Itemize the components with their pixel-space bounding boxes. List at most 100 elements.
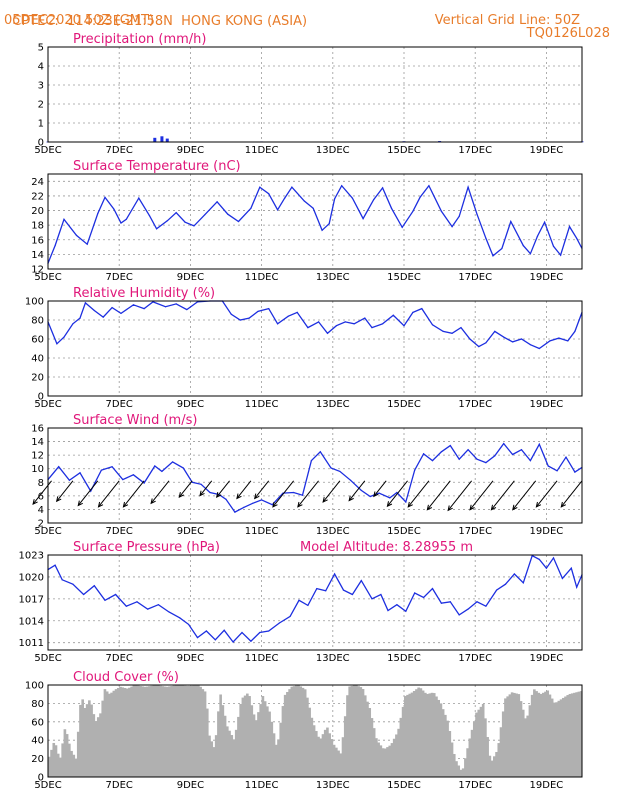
panel-5-series-point	[495, 589, 498, 591]
panel-6-cloud-bar	[246, 693, 249, 777]
panel-6-ytick: 20	[31, 754, 44, 765]
panel-6-cloud-bar	[372, 728, 376, 777]
panel-6-cloud-bar	[203, 691, 207, 777]
panel-6-cloud-bar	[501, 711, 505, 777]
panel-6-cloud-bar	[361, 689, 365, 777]
panel-5-xtick: 15DEC	[387, 653, 421, 664]
panel-5-series-point	[72, 583, 74, 585]
panel-6-cloud-bar	[579, 691, 583, 777]
panel-2-series-point	[227, 213, 229, 215]
panel-4-series-point	[389, 497, 391, 499]
panel-5-series-point	[307, 604, 309, 607]
panel-6-cloud-bar	[553, 702, 556, 777]
panel-2-series-point	[250, 207, 252, 209]
panel-6-cloud-bar	[339, 753, 343, 777]
panel-6-cloud-bar	[310, 717, 314, 777]
panel-3-ytick: 100	[25, 297, 44, 308]
panel-5-series-line	[47, 554, 583, 644]
panel-4-wind-arrowhead	[236, 493, 242, 500]
panel-5-series-point	[561, 577, 564, 579]
panel-4-series-point	[122, 478, 124, 481]
panel-6-cloud-bar	[319, 738, 323, 777]
panel-5-series-point	[241, 631, 243, 634]
panel-6-cloud-bar	[96, 717, 100, 777]
panel-6-cloud-bar	[355, 685, 358, 777]
panel-1-xtick: 9DEC	[177, 145, 204, 156]
panel-2-xtick: 11DEC	[245, 272, 279, 283]
panel-2-xtick: 9DEC	[177, 272, 204, 283]
panel-2-series-point	[467, 186, 469, 188]
panel-6-cloud-bar	[401, 706, 405, 777]
panel-6-cloud-bar	[181, 685, 185, 777]
panel-5-series-point	[250, 640, 252, 642]
panel-3-series-point	[230, 313, 232, 315]
panel-6-cloud-bar	[56, 753, 60, 777]
panel-6-cloud-bar	[341, 737, 345, 777]
panel-6-cloud-bar	[123, 687, 127, 777]
panel-6-cloud-bar	[472, 721, 476, 777]
panel-1-precip-bar	[153, 137, 157, 142]
panel-6-cloud-bar	[92, 714, 96, 777]
panel-5-series-point	[570, 567, 572, 569]
panel-4-series-point	[494, 455, 496, 457]
panel-6-cloud-bar	[486, 737, 489, 777]
panel-6-cloud-bar	[437, 699, 440, 777]
panel-6-cloud-bar	[573, 692, 576, 777]
panel-4-ytick: 8	[38, 478, 44, 489]
panel-6-cloud-bar	[506, 696, 509, 777]
panel-2-series-point	[412, 210, 414, 212]
panel-6-cloud-bar	[132, 685, 136, 777]
panel-6-cloud-bar	[301, 687, 305, 777]
panel-5-series-point	[83, 593, 85, 596]
panel-4-ytick: 10	[31, 464, 44, 475]
panel-5-series-point	[298, 599, 300, 601]
header-source: CPTEC:	[12, 14, 59, 29]
panel-6-cloud-bar	[375, 738, 378, 777]
panel-4-wind-arrowhead	[407, 501, 413, 508]
panel-6-cloud-bar	[570, 693, 574, 777]
panel-6-cloud-bar	[568, 693, 572, 777]
panel-4-series-point	[100, 469, 102, 471]
panel-6-cloud-bar	[128, 687, 131, 777]
panel-2-series-point	[390, 207, 393, 209]
panel-6-cloud-bar	[185, 685, 189, 777]
panel-2-series-point	[63, 218, 65, 220]
panel-2-series-point	[522, 245, 524, 247]
panel-4-series-point	[182, 467, 184, 469]
panel-2-ytick: 20	[31, 206, 44, 217]
panel-6-cloud-bar	[541, 692, 545, 777]
panel-6-ytick: 100	[25, 681, 44, 692]
panel-2-series-point	[428, 185, 430, 187]
panel-4-series-point	[565, 456, 567, 458]
panel-3-series-point	[460, 327, 462, 329]
panel-5-ytick: 1017	[19, 594, 44, 605]
panel-5-series-point	[136, 601, 138, 603]
panel-5-xtick: 9DEC	[177, 653, 204, 664]
panel-6-cloud-bar	[79, 704, 82, 777]
panel-3-series-point	[364, 317, 366, 319]
panel-3-series-point	[478, 346, 480, 348]
panel-6-cloud-bar	[157, 685, 160, 777]
panel-6-cloud-bar	[223, 715, 227, 777]
panel-2-series-point	[401, 226, 403, 228]
panel-4-series-point	[440, 451, 442, 453]
panel-3-series-point	[469, 338, 471, 340]
panel-5-xtick: 13DEC	[316, 653, 350, 664]
panel-6-cloud-bar	[288, 689, 291, 777]
panel-4-series-point	[422, 453, 425, 455]
panel-6-cloud-bar	[477, 709, 481, 777]
panel-6-cloud-bar	[190, 685, 194, 777]
panel-6-cloud-bar	[143, 686, 147, 777]
panel-1-frame	[47, 46, 583, 143]
panel-6-cloud-bar	[357, 686, 360, 777]
panel-3-series-point	[287, 315, 289, 317]
panel-3-series-point	[296, 311, 298, 313]
panel-2-series-point	[544, 221, 546, 223]
panel-4-series-point	[414, 469, 416, 471]
panel-6-cloud-bar	[575, 692, 578, 777]
panel-5-frame	[47, 554, 583, 651]
panel-6-cloud-bar	[479, 706, 483, 777]
panel-3-ytick: 80	[31, 316, 44, 327]
panel-6-cloud-bar	[513, 692, 516, 777]
panel-3-series-point	[421, 308, 423, 310]
